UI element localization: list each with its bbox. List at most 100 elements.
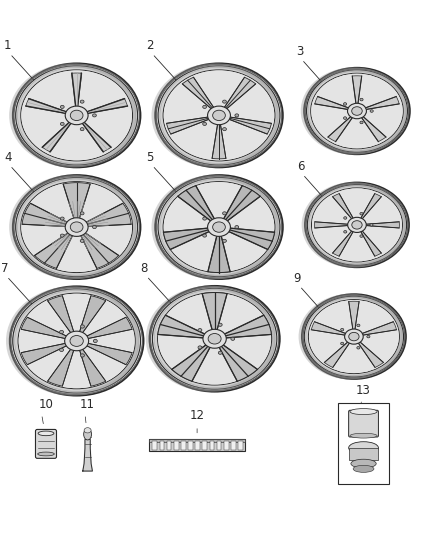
Polygon shape bbox=[63, 183, 90, 220]
Ellipse shape bbox=[203, 329, 226, 348]
Bar bbox=[195, 441, 200, 449]
Ellipse shape bbox=[60, 106, 64, 108]
Ellipse shape bbox=[370, 224, 373, 226]
Ellipse shape bbox=[80, 239, 84, 243]
Ellipse shape bbox=[70, 222, 83, 232]
Ellipse shape bbox=[360, 235, 363, 237]
Ellipse shape bbox=[350, 433, 377, 438]
Ellipse shape bbox=[60, 217, 64, 220]
Polygon shape bbox=[221, 315, 272, 338]
Ellipse shape bbox=[38, 431, 54, 435]
Ellipse shape bbox=[65, 106, 88, 125]
Ellipse shape bbox=[213, 110, 225, 120]
Ellipse shape bbox=[203, 234, 207, 237]
Polygon shape bbox=[26, 98, 69, 114]
Ellipse shape bbox=[81, 354, 85, 357]
Polygon shape bbox=[332, 193, 354, 220]
Ellipse shape bbox=[341, 342, 344, 345]
Ellipse shape bbox=[163, 182, 275, 272]
Text: 8: 8 bbox=[141, 262, 148, 275]
Polygon shape bbox=[208, 233, 230, 272]
Polygon shape bbox=[360, 322, 396, 335]
Ellipse shape bbox=[370, 110, 373, 112]
Text: 13: 13 bbox=[356, 384, 371, 397]
Text: 11: 11 bbox=[80, 398, 95, 411]
Ellipse shape bbox=[163, 70, 275, 161]
Ellipse shape bbox=[158, 66, 280, 165]
Ellipse shape bbox=[223, 239, 226, 243]
Bar bbox=[149, 439, 245, 442]
Ellipse shape bbox=[13, 64, 140, 167]
Ellipse shape bbox=[158, 293, 271, 384]
Ellipse shape bbox=[307, 70, 407, 152]
FancyBboxPatch shape bbox=[349, 410, 378, 437]
Ellipse shape bbox=[92, 114, 96, 117]
Bar bbox=[210, 441, 214, 449]
Ellipse shape bbox=[19, 294, 134, 388]
Ellipse shape bbox=[21, 182, 133, 272]
Ellipse shape bbox=[70, 110, 83, 120]
Bar bbox=[167, 441, 171, 449]
Ellipse shape bbox=[208, 334, 221, 344]
Ellipse shape bbox=[235, 225, 239, 229]
Ellipse shape bbox=[65, 218, 88, 236]
Ellipse shape bbox=[349, 442, 378, 454]
Polygon shape bbox=[325, 341, 350, 367]
Ellipse shape bbox=[311, 74, 403, 148]
Ellipse shape bbox=[312, 188, 402, 262]
Text: 1: 1 bbox=[4, 39, 11, 52]
Polygon shape bbox=[84, 98, 127, 114]
Ellipse shape bbox=[309, 300, 399, 373]
Ellipse shape bbox=[343, 103, 346, 105]
Bar bbox=[231, 441, 236, 449]
Ellipse shape bbox=[60, 234, 64, 237]
Polygon shape bbox=[71, 73, 82, 109]
Ellipse shape bbox=[345, 329, 363, 344]
Text: 12: 12 bbox=[190, 409, 205, 423]
Ellipse shape bbox=[16, 177, 138, 277]
Polygon shape bbox=[85, 343, 132, 365]
FancyBboxPatch shape bbox=[35, 430, 57, 458]
Ellipse shape bbox=[203, 217, 207, 220]
Ellipse shape bbox=[13, 175, 140, 279]
Ellipse shape bbox=[81, 325, 85, 328]
Ellipse shape bbox=[223, 100, 226, 103]
Ellipse shape bbox=[18, 293, 135, 389]
Ellipse shape bbox=[305, 183, 409, 267]
Ellipse shape bbox=[235, 114, 239, 117]
Polygon shape bbox=[349, 301, 359, 331]
Ellipse shape bbox=[311, 188, 403, 262]
Ellipse shape bbox=[13, 289, 141, 393]
Ellipse shape bbox=[198, 328, 202, 332]
Bar bbox=[181, 441, 186, 449]
Polygon shape bbox=[85, 203, 131, 227]
Polygon shape bbox=[364, 222, 399, 228]
Ellipse shape bbox=[70, 336, 83, 346]
Polygon shape bbox=[360, 230, 381, 256]
Bar bbox=[202, 441, 207, 449]
Polygon shape bbox=[80, 232, 119, 269]
Text: 7: 7 bbox=[1, 262, 8, 275]
Ellipse shape bbox=[10, 287, 143, 395]
Ellipse shape bbox=[344, 217, 347, 219]
Polygon shape bbox=[48, 296, 74, 334]
Ellipse shape bbox=[351, 459, 376, 468]
Ellipse shape bbox=[155, 175, 283, 279]
Polygon shape bbox=[85, 317, 132, 339]
Ellipse shape bbox=[360, 98, 363, 101]
Ellipse shape bbox=[218, 323, 222, 326]
Ellipse shape bbox=[352, 107, 362, 115]
Polygon shape bbox=[212, 122, 226, 159]
Polygon shape bbox=[178, 185, 216, 223]
Ellipse shape bbox=[80, 100, 84, 103]
Polygon shape bbox=[42, 120, 72, 152]
Ellipse shape bbox=[92, 225, 96, 229]
Bar bbox=[238, 441, 243, 449]
Ellipse shape bbox=[203, 106, 207, 108]
Polygon shape bbox=[182, 77, 215, 111]
Ellipse shape bbox=[80, 127, 84, 131]
Ellipse shape bbox=[208, 106, 230, 125]
Ellipse shape bbox=[155, 64, 283, 167]
Ellipse shape bbox=[352, 221, 362, 229]
Ellipse shape bbox=[84, 429, 92, 440]
